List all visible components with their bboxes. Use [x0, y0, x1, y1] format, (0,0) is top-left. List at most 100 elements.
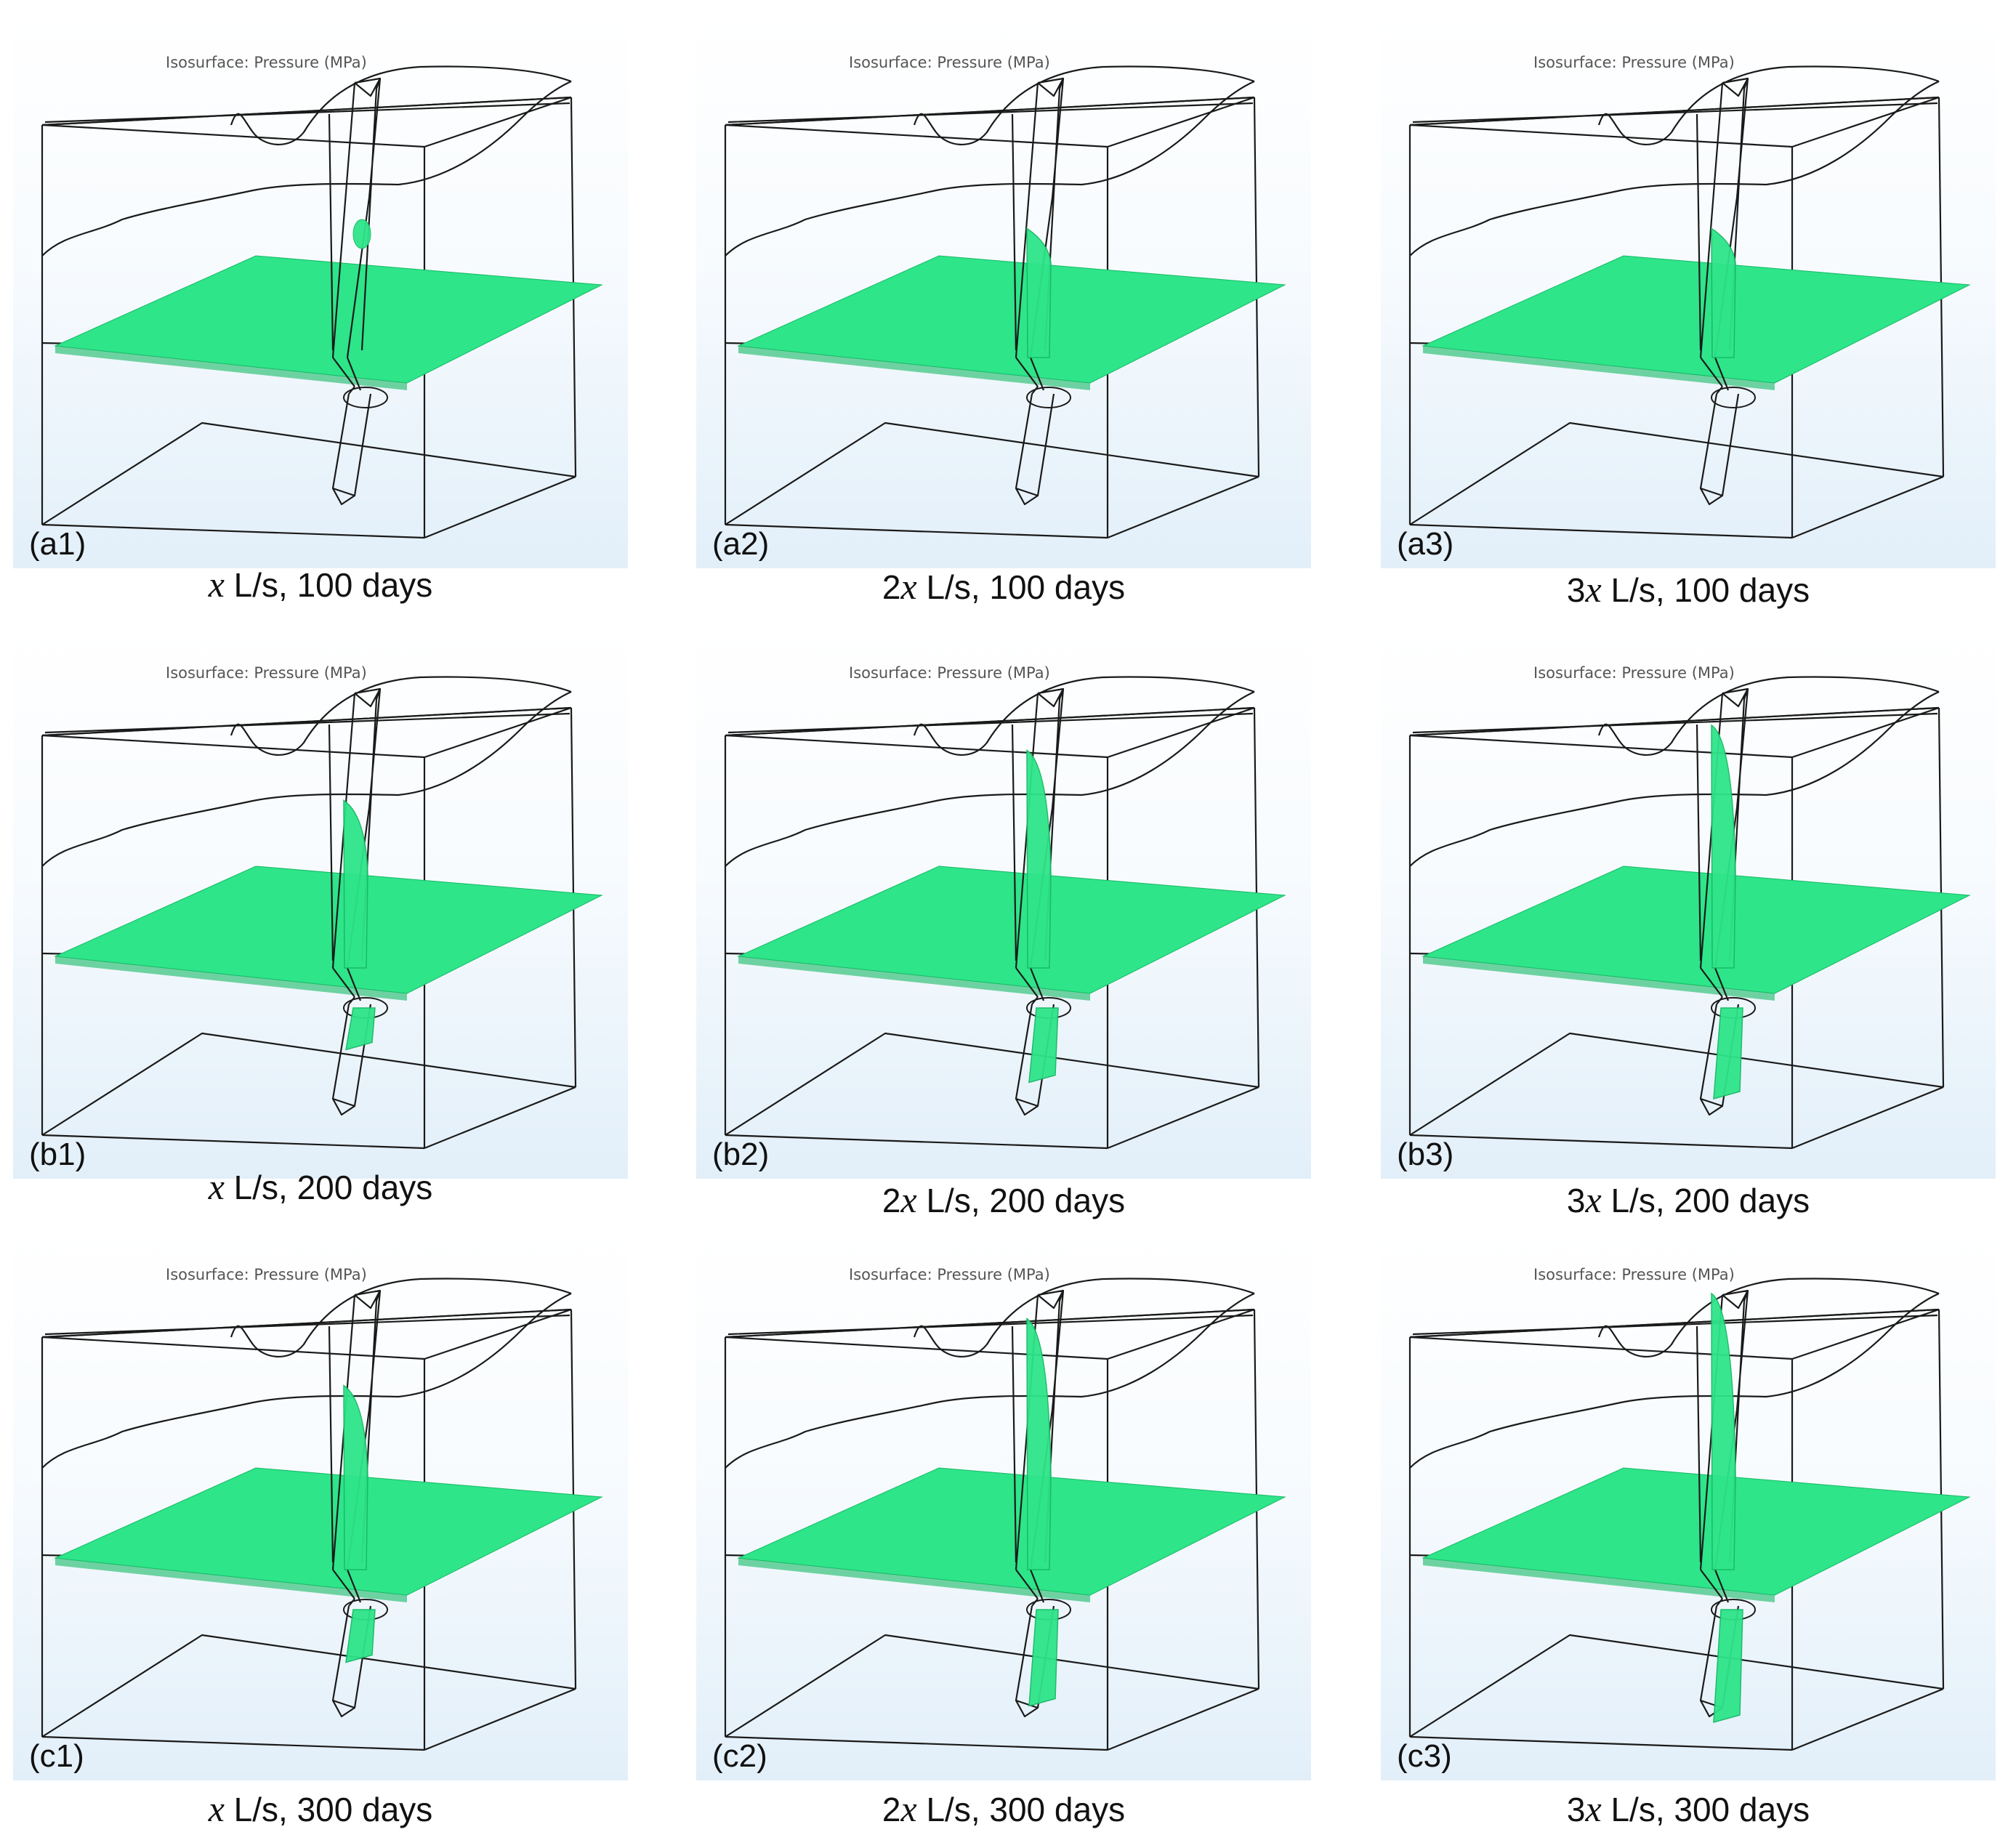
- fault-line: [328, 724, 334, 961]
- box-front-edges: [41, 1337, 425, 1751]
- wellbore-ring: [1711, 387, 1756, 408]
- top-face-edge: [41, 96, 572, 126]
- isosurface-plane-edge: [55, 956, 407, 1001]
- isosurface-plane: [737, 866, 1286, 994]
- caption-a2: 2x L/s, 100 days: [696, 565, 1311, 608]
- box-front-edges: [724, 1337, 1108, 1751]
- box-bottom-back-edges: [725, 1634, 1259, 1738]
- fault-trace-line: [1597, 676, 1940, 756]
- upper-plume: [1026, 749, 1052, 969]
- wellbore-lower: [1015, 393, 1055, 506]
- top-face-edge: [725, 96, 1255, 126]
- caption-c2: 2x L/s, 300 days: [696, 1788, 1311, 1830]
- fault-trace-line: [1597, 1278, 1940, 1357]
- fault-line: [1695, 1326, 1702, 1563]
- fault-line: [1011, 1326, 1017, 1563]
- caption-variable: x: [900, 1788, 917, 1829]
- isosurface-label: Isosurface: Pressure (MPa): [1533, 54, 1735, 71]
- caption-variable: x: [208, 1788, 225, 1829]
- lower-plume: [1028, 1609, 1059, 1707]
- isosurface-plane-edge: [1423, 346, 1775, 390]
- lower-plume: [1028, 1007, 1059, 1084]
- upper-plume: [343, 799, 368, 969]
- isosurface-plane: [1422, 255, 1971, 384]
- box-bottom-back-edges: [725, 421, 1259, 525]
- box-bottom-back-edges: [1409, 421, 1944, 525]
- caption-b2: 2x L/s, 200 days: [696, 1179, 1311, 1221]
- wellbore-upper: [1699, 77, 1749, 358]
- isosurface-plane-edge: [55, 346, 407, 390]
- panel-b3: Isosurface: Pressure (MPa) (b3): [1381, 626, 1996, 1179]
- caption-variable: x: [1585, 1788, 1602, 1829]
- caption-text: L/s, 300 days: [1601, 1791, 1810, 1828]
- terrain-profile-line: [725, 690, 1255, 867]
- upper-plume: [1026, 1318, 1052, 1570]
- fault-line: [1695, 724, 1702, 961]
- panel-id: (c3): [1397, 1738, 1452, 1774]
- wellbore-lower: [331, 393, 372, 506]
- isosurface-label: Isosurface: Pressure (MPa): [1533, 1266, 1735, 1283]
- caption-rate: 2: [882, 1791, 901, 1828]
- isosurface-plane: [1422, 866, 1971, 994]
- wellbore-ring: [343, 387, 388, 408]
- caption-rate: 3: [1566, 1791, 1586, 1828]
- top-face-edge: [41, 1308, 572, 1339]
- isosurface-plane: [54, 866, 603, 994]
- isosurface-label: Isosurface: Pressure (MPa): [849, 54, 1050, 71]
- caption-text: L/s, 300 days: [224, 1791, 433, 1828]
- fault-line: [328, 1326, 334, 1563]
- panel-id: (a3): [1397, 526, 1454, 562]
- terrain-profile-line: [41, 1292, 572, 1469]
- upper-plume: [1026, 227, 1052, 358]
- caption-text: L/s, 200 days: [916, 1182, 1126, 1219]
- box-bottom-back-edges: [41, 1634, 576, 1738]
- caption-text: L/s, 100 days: [1601, 571, 1810, 609]
- upper-plume: [1711, 724, 1736, 969]
- box-front-edges: [1408, 735, 1793, 1150]
- caption-text: L/s, 200 days: [224, 1169, 433, 1206]
- top-face-edge: [1409, 96, 1940, 126]
- terrain-profile-line: [725, 80, 1255, 257]
- scene-3d: [1408, 1278, 1971, 1751]
- top-face-edge: [1409, 1308, 1940, 1339]
- panel-id: (b3): [1397, 1137, 1454, 1172]
- scene-3d: [41, 676, 603, 1150]
- isosurface-plane: [1422, 1467, 1971, 1596]
- top-face-edge: [725, 706, 1255, 737]
- caption-c3: 3x L/s, 300 days: [1381, 1788, 1996, 1830]
- isosurface-plane: [737, 255, 1286, 384]
- panel-id: (c1): [29, 1738, 84, 1774]
- lower-plume: [1713, 1609, 1743, 1724]
- panel-id: (c2): [712, 1738, 767, 1774]
- panel-a3: Isosurface: Pressure (MPa) (a3): [1381, 16, 1996, 568]
- isosurface-plane-edge: [738, 956, 1090, 1001]
- caption-text: L/s, 100 days: [224, 566, 433, 604]
- scene-3d: [724, 676, 1286, 1150]
- box-front-edges: [41, 735, 425, 1150]
- caption-b3: 3x L/s, 200 days: [1381, 1179, 1996, 1221]
- terrain-profile-line: [41, 690, 572, 867]
- scene-3d: [1408, 65, 1971, 539]
- top-face-edge: [1409, 706, 1940, 737]
- isosurface-label: Isosurface: Pressure (MPa): [849, 664, 1050, 682]
- fault-line: [328, 113, 334, 351]
- caption-text: L/s, 100 days: [916, 568, 1126, 606]
- box-bottom-back-edges: [1409, 1634, 1944, 1738]
- caption-rate: 2: [882, 568, 901, 606]
- fault-line: [1011, 724, 1017, 961]
- panel-id: (a2): [712, 526, 770, 562]
- lower-plume: [345, 1007, 376, 1051]
- scene-3d: [1408, 676, 1971, 1150]
- caption-variable: x: [1585, 569, 1602, 610]
- isosurface-plane: [54, 255, 603, 384]
- caption-a3: 3x L/s, 100 days: [1381, 568, 1996, 610]
- fault-trace-line: [1597, 65, 1940, 145]
- upper-plume: [1711, 1292, 1736, 1570]
- fault-trace-line: [913, 676, 1255, 756]
- panel-id: (a1): [29, 526, 86, 562]
- box-bottom-back-edges: [41, 1032, 576, 1136]
- caption-variable: x: [208, 564, 225, 605]
- upper-plume: [343, 1384, 368, 1570]
- lower-plume: [1713, 1007, 1743, 1100]
